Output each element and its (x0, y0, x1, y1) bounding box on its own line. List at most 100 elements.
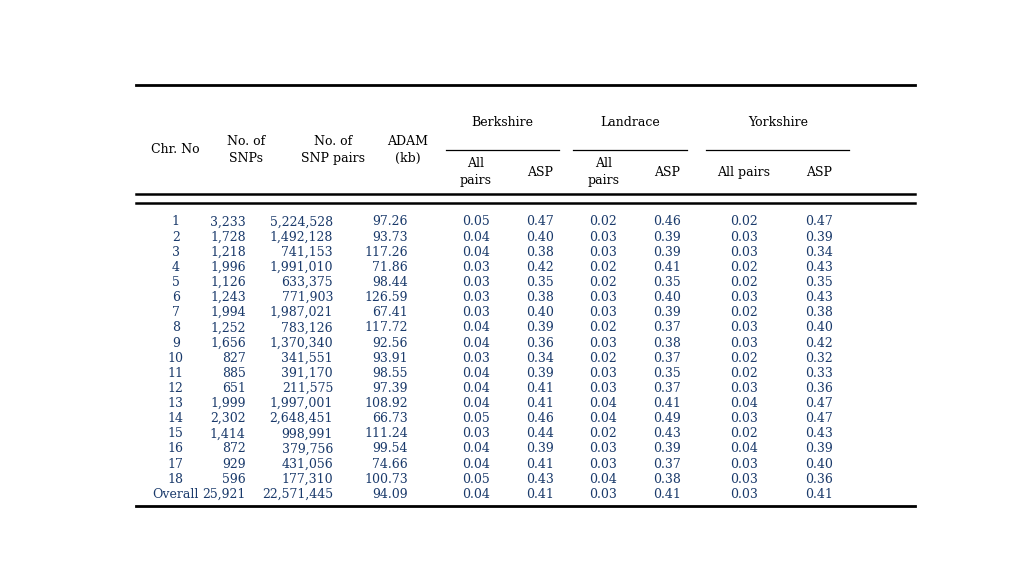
Text: 1,656: 1,656 (210, 336, 246, 350)
Text: 0.04: 0.04 (462, 442, 490, 456)
Text: 0.44: 0.44 (526, 427, 554, 440)
Text: 0.04: 0.04 (589, 472, 617, 486)
Text: 100.73: 100.73 (364, 472, 408, 486)
Text: 0.35: 0.35 (806, 276, 833, 289)
Text: ASP: ASP (654, 166, 680, 178)
Text: 0.41: 0.41 (526, 457, 554, 471)
Text: 117.26: 117.26 (364, 245, 408, 259)
Text: 0.04: 0.04 (730, 397, 757, 410)
Text: 0.03: 0.03 (589, 336, 617, 350)
Text: 0.36: 0.36 (806, 382, 833, 395)
Text: 0.39: 0.39 (526, 321, 554, 335)
Text: 0.04: 0.04 (462, 457, 490, 471)
Text: 431,056: 431,056 (281, 457, 333, 471)
Text: 0.42: 0.42 (526, 261, 554, 274)
Text: All
pairs: All pairs (460, 157, 492, 187)
Text: 0.47: 0.47 (526, 215, 554, 229)
Text: 2,302: 2,302 (210, 412, 246, 425)
Text: 0.43: 0.43 (806, 261, 833, 274)
Text: 0.46: 0.46 (526, 412, 554, 425)
Text: 0.35: 0.35 (526, 276, 554, 289)
Text: 0.39: 0.39 (526, 442, 554, 456)
Text: 0.42: 0.42 (806, 336, 833, 350)
Text: 0.41: 0.41 (653, 261, 681, 274)
Text: 0.03: 0.03 (462, 306, 490, 319)
Text: 1,996: 1,996 (210, 261, 246, 274)
Text: Berkshire: Berkshire (472, 116, 534, 130)
Text: 0.04: 0.04 (462, 367, 490, 380)
Text: 0.03: 0.03 (730, 457, 757, 471)
Text: 0.03: 0.03 (589, 291, 617, 304)
Text: 0.03: 0.03 (730, 412, 757, 425)
Text: 0.03: 0.03 (730, 245, 757, 259)
Text: 93.91: 93.91 (372, 351, 408, 365)
Text: 0.41: 0.41 (653, 397, 681, 410)
Text: 97.26: 97.26 (372, 215, 408, 229)
Text: 0.39: 0.39 (653, 306, 681, 319)
Text: 0.03: 0.03 (589, 488, 617, 501)
Text: 0.03: 0.03 (462, 261, 490, 274)
Text: 596: 596 (222, 472, 246, 486)
Text: 5,224,528: 5,224,528 (270, 215, 333, 229)
Text: 0.37: 0.37 (653, 457, 681, 471)
Text: 379,756: 379,756 (282, 442, 333, 456)
Text: 0.03: 0.03 (589, 382, 617, 395)
Text: 0.03: 0.03 (462, 276, 490, 289)
Text: 211,575: 211,575 (282, 382, 333, 395)
Text: 0.04: 0.04 (462, 245, 490, 259)
Text: 0.03: 0.03 (730, 321, 757, 335)
Text: 0.04: 0.04 (589, 412, 617, 425)
Text: 0.05: 0.05 (462, 472, 490, 486)
Text: 1,997,001: 1,997,001 (270, 397, 333, 410)
Text: 341,551: 341,551 (282, 351, 333, 365)
Text: 97.39: 97.39 (372, 382, 408, 395)
Text: 929: 929 (222, 457, 246, 471)
Text: 6: 6 (172, 291, 179, 304)
Text: ASP: ASP (807, 166, 832, 178)
Text: 0.41: 0.41 (526, 382, 554, 395)
Text: 0.37: 0.37 (653, 321, 681, 335)
Text: 8: 8 (172, 321, 179, 335)
Text: 0.36: 0.36 (526, 336, 554, 350)
Text: 0.49: 0.49 (653, 412, 681, 425)
Text: 0.02: 0.02 (730, 261, 757, 274)
Text: 0.38: 0.38 (526, 245, 554, 259)
Text: 0.43: 0.43 (526, 472, 554, 486)
Text: 108.92: 108.92 (364, 397, 408, 410)
Text: 1,728: 1,728 (210, 230, 246, 244)
Text: 872: 872 (222, 442, 246, 456)
Text: 0.43: 0.43 (806, 427, 833, 440)
Text: 0.03: 0.03 (730, 336, 757, 350)
Text: 827: 827 (222, 351, 246, 365)
Text: Landrace: Landrace (600, 116, 660, 130)
Text: 0.02: 0.02 (589, 351, 617, 365)
Text: 391,170: 391,170 (282, 367, 333, 380)
Text: 0.39: 0.39 (806, 230, 833, 244)
Text: 0.37: 0.37 (653, 351, 681, 365)
Text: 12: 12 (168, 382, 183, 395)
Text: 3: 3 (172, 245, 179, 259)
Text: 0.32: 0.32 (806, 351, 833, 365)
Text: ADAM
(kb): ADAM (kb) (387, 135, 428, 165)
Text: 1,987,021: 1,987,021 (270, 306, 333, 319)
Text: 741,153: 741,153 (282, 245, 333, 259)
Text: 0.40: 0.40 (526, 230, 554, 244)
Text: 71.86: 71.86 (372, 261, 408, 274)
Text: 2,648,451: 2,648,451 (270, 412, 333, 425)
Text: 1,243: 1,243 (210, 291, 246, 304)
Text: 17: 17 (168, 457, 183, 471)
Text: 0.39: 0.39 (653, 230, 681, 244)
Text: 1,370,340: 1,370,340 (270, 336, 333, 350)
Text: 783,126: 783,126 (282, 321, 333, 335)
Text: 0.41: 0.41 (806, 488, 833, 501)
Text: 7: 7 (172, 306, 179, 319)
Text: 0.03: 0.03 (730, 472, 757, 486)
Text: 0.02: 0.02 (589, 321, 617, 335)
Text: 0.41: 0.41 (526, 488, 554, 501)
Text: 10: 10 (168, 351, 183, 365)
Text: 0.35: 0.35 (653, 276, 681, 289)
Text: 0.40: 0.40 (526, 306, 554, 319)
Text: 0.38: 0.38 (653, 472, 681, 486)
Text: 13: 13 (168, 397, 183, 410)
Text: 0.03: 0.03 (589, 245, 617, 259)
